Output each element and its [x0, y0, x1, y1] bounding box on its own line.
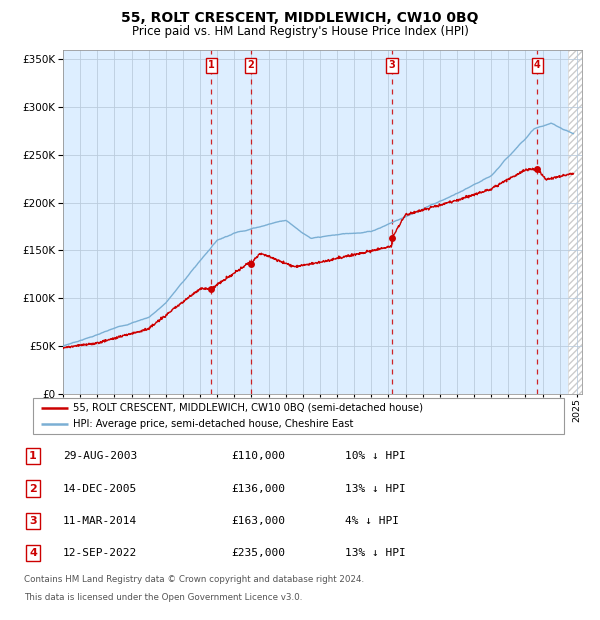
Text: £235,000: £235,000 — [231, 548, 285, 558]
Bar — [568, 50, 582, 394]
Text: 2: 2 — [247, 60, 254, 70]
Text: 2: 2 — [29, 484, 37, 494]
Text: 1: 1 — [208, 60, 215, 70]
Point — [246, 259, 256, 268]
Bar — [63, 50, 568, 394]
Point — [387, 233, 397, 243]
Text: £163,000: £163,000 — [231, 516, 285, 526]
Point — [533, 164, 542, 174]
Text: 4: 4 — [534, 60, 541, 70]
Text: 1: 1 — [29, 451, 37, 461]
Text: 12-SEP-2022: 12-SEP-2022 — [63, 548, 137, 558]
Text: This data is licensed under the Open Government Licence v3.0.: This data is licensed under the Open Gov… — [24, 593, 302, 602]
Text: 55, ROLT CRESCENT, MIDDLEWICH, CW10 0BQ (semi-detached house): 55, ROLT CRESCENT, MIDDLEWICH, CW10 0BQ … — [73, 403, 423, 413]
Text: 29-AUG-2003: 29-AUG-2003 — [63, 451, 137, 461]
Text: 4: 4 — [29, 548, 37, 558]
Text: 4% ↓ HPI: 4% ↓ HPI — [345, 516, 399, 526]
Text: £136,000: £136,000 — [231, 484, 285, 494]
Text: 10% ↓ HPI: 10% ↓ HPI — [345, 451, 406, 461]
Text: 3: 3 — [388, 60, 395, 70]
Text: 13% ↓ HPI: 13% ↓ HPI — [345, 484, 406, 494]
Text: Contains HM Land Registry data © Crown copyright and database right 2024.: Contains HM Land Registry data © Crown c… — [24, 575, 364, 585]
Text: 11-MAR-2014: 11-MAR-2014 — [63, 516, 137, 526]
Text: Price paid vs. HM Land Registry's House Price Index (HPI): Price paid vs. HM Land Registry's House … — [131, 25, 469, 38]
Text: £110,000: £110,000 — [231, 451, 285, 461]
Text: 14-DEC-2005: 14-DEC-2005 — [63, 484, 137, 494]
Text: HPI: Average price, semi-detached house, Cheshire East: HPI: Average price, semi-detached house,… — [73, 419, 353, 429]
Text: 55, ROLT CRESCENT, MIDDLEWICH, CW10 0BQ: 55, ROLT CRESCENT, MIDDLEWICH, CW10 0BQ — [121, 11, 479, 25]
Text: 13% ↓ HPI: 13% ↓ HPI — [345, 548, 406, 558]
Text: 3: 3 — [29, 516, 37, 526]
Point — [206, 283, 216, 293]
